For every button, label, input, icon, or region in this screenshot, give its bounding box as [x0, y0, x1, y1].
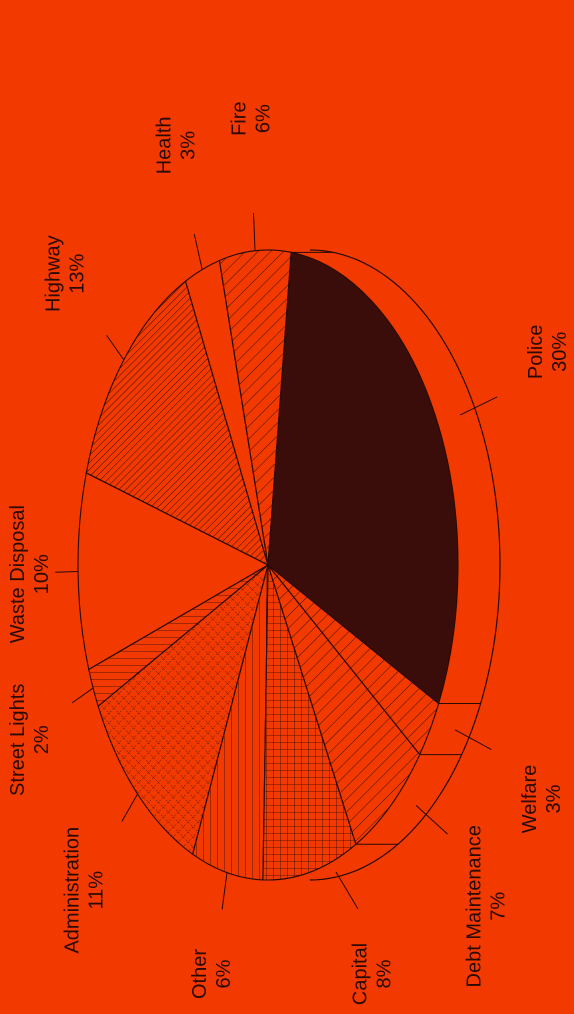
label-waste-disposal: Waste Disposal 10%	[7, 505, 53, 643]
label-police: Police 30%	[525, 325, 571, 379]
slice-value-label: 13%	[66, 253, 88, 293]
leader-line-street-lights	[71, 687, 94, 704]
slice-name-label: Debt Maintenance	[463, 825, 485, 987]
slice-name-label: Welfare	[519, 765, 541, 834]
label-health: Health 3%	[154, 116, 200, 174]
slice-value-label: 7%	[487, 892, 509, 921]
slice-name-label: Other	[189, 949, 211, 999]
leader-line-police	[460, 396, 498, 416]
label-street-lights: Street Lights 2%	[7, 684, 53, 796]
slice-highway	[85, 280, 269, 567]
label-other: Other 6%	[189, 949, 235, 999]
slice-administration	[97, 563, 269, 856]
slice-waste-disposal	[77, 472, 270, 671]
slice-police	[267, 251, 459, 705]
slice-name-label: Health	[154, 116, 176, 174]
slice-name-label: Administration	[62, 827, 84, 954]
label-highway: Highway 13%	[42, 235, 88, 312]
label-administration: Administration 11%	[62, 827, 108, 954]
slice-name-label: Highway	[42, 235, 64, 312]
slice-value-label: 2%	[31, 725, 53, 754]
leader-line-health	[193, 233, 203, 270]
slice-name-label: Capital	[350, 943, 372, 1005]
slice-value-label: 10%	[31, 554, 53, 594]
slice-value-label: 11%	[86, 871, 108, 910]
chart-root: Police 30%Welfare 3%Debt Maintenance 7%Capi…	[7, 101, 571, 1005]
slice-other	[192, 564, 269, 881]
label-welfare: Welfare 3%	[519, 765, 565, 834]
label-capital: Capital 8%	[350, 943, 396, 1005]
slice-debt-maintenance	[267, 564, 421, 846]
slice-value-label: 6%	[213, 959, 235, 988]
slice-name-label: Waste Disposal	[7, 505, 29, 643]
slice-fire	[218, 249, 292, 566]
leader-line-fire	[252, 213, 256, 251]
leader-line-debt-maintenance	[415, 804, 448, 835]
leader-line-highway	[106, 334, 125, 361]
slice-value-label: 30%	[549, 332, 571, 372]
leader-line-welfare	[454, 729, 492, 751]
leader-line-administration	[121, 793, 138, 822]
leader-line-capital	[335, 871, 359, 910]
pie-side	[291, 249, 501, 881]
slice-value-label: 3%	[178, 131, 200, 160]
slice-name-label: Fire	[229, 101, 251, 135]
slice-name-label: Street Lights	[7, 684, 29, 796]
slice-value-label: 6%	[253, 104, 275, 133]
leader-line-other	[221, 872, 228, 910]
slice-value-label: 8%	[374, 959, 396, 988]
slice-name-label: Police	[525, 325, 547, 379]
label-debt-maintenance: Debt Maintenance 7%	[463, 825, 509, 987]
label-fire: Fire 6%	[229, 101, 275, 135]
slice-capital	[262, 564, 357, 881]
slice-value-label: 3%	[543, 784, 565, 813]
leader-line-waste-disposal	[55, 570, 79, 573]
